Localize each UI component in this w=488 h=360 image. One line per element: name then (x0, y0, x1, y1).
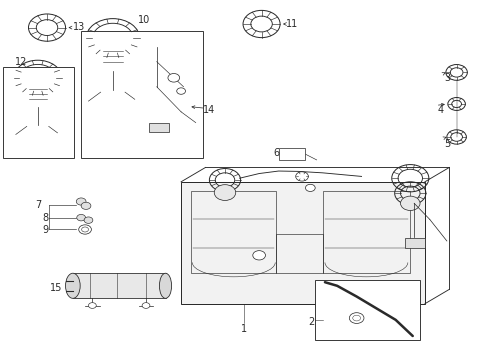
Ellipse shape (159, 273, 171, 298)
Circle shape (252, 251, 265, 260)
Text: 11: 11 (285, 19, 297, 29)
Bar (315, 280, 419, 339)
Bar (101, 89, 125, 98)
Bar (81, 31, 203, 158)
Text: 9: 9 (42, 225, 48, 235)
Ellipse shape (65, 273, 80, 298)
Circle shape (77, 215, 85, 221)
Circle shape (400, 196, 419, 211)
Bar (27, 123, 49, 131)
Text: 12: 12 (15, 57, 28, 67)
Circle shape (295, 172, 308, 181)
Circle shape (142, 303, 150, 309)
Circle shape (167, 73, 179, 82)
Circle shape (214, 185, 235, 201)
Polygon shape (181, 182, 424, 304)
Circle shape (305, 184, 315, 192)
Text: 4: 4 (436, 105, 442, 115)
Text: 8: 8 (42, 213, 48, 222)
Circle shape (88, 303, 96, 309)
Bar (405, 238, 424, 248)
Text: 13: 13 (73, 22, 85, 32)
Text: 15: 15 (49, 283, 61, 293)
Circle shape (21, 82, 54, 106)
Circle shape (94, 42, 131, 70)
Circle shape (76, 198, 86, 205)
Bar (149, 123, 168, 132)
Text: 10: 10 (138, 15, 150, 26)
Text: 1: 1 (241, 324, 247, 334)
Text: 7: 7 (35, 200, 41, 210)
Text: 3: 3 (444, 73, 449, 83)
Circle shape (176, 88, 185, 94)
Text: 6: 6 (273, 148, 279, 158)
Text: 5: 5 (444, 139, 450, 149)
Bar (3, 67, 74, 158)
Circle shape (81, 202, 91, 210)
Text: 2: 2 (307, 317, 313, 327)
Text: 14: 14 (203, 105, 215, 115)
Bar (278, 148, 305, 160)
Circle shape (84, 217, 93, 224)
Bar (73, 273, 165, 298)
